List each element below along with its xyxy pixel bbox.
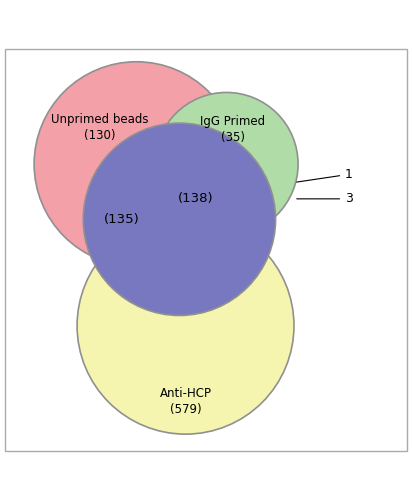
Text: 1: 1 bbox=[297, 168, 353, 182]
Circle shape bbox=[155, 92, 298, 236]
Text: 3: 3 bbox=[297, 192, 353, 205]
Text: IgG Primed
(35): IgG Primed (35) bbox=[200, 115, 265, 144]
Text: (135): (135) bbox=[104, 213, 140, 226]
Text: Anti-HCP
(579): Anti-HCP (579) bbox=[159, 387, 211, 416]
Text: (138): (138) bbox=[178, 192, 213, 205]
Circle shape bbox=[34, 62, 239, 266]
Text: Unprimed beads
(130): Unprimed beads (130) bbox=[51, 112, 148, 142]
Circle shape bbox=[83, 123, 276, 316]
Circle shape bbox=[77, 218, 294, 434]
